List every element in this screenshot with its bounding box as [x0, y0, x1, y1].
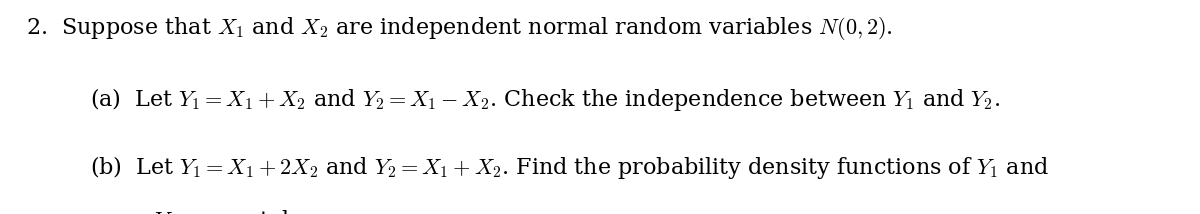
- Text: (a)  Let $Y_1 = X_1 + X_2$ and $Y_2 = X_1 - X_2$. Check the independence between: (a) Let $Y_1 = X_1 + X_2$ and $Y_2 = X_1…: [90, 86, 1000, 113]
- Text: $Y_2$ separately.: $Y_2$ separately.: [154, 208, 307, 214]
- Text: 2.  Suppose that $X_1$ and $X_2$ are independent normal random variables $N(0, 2: 2. Suppose that $X_1$ and $X_2$ are inde…: [26, 15, 893, 42]
- Text: (b)  Let $Y_1 = X_1 + 2X_2$ and $Y_2 = X_1 + X_2$. Find the probability density : (b) Let $Y_1 = X_1 + 2X_2$ and $Y_2 = X_…: [90, 154, 1049, 181]
